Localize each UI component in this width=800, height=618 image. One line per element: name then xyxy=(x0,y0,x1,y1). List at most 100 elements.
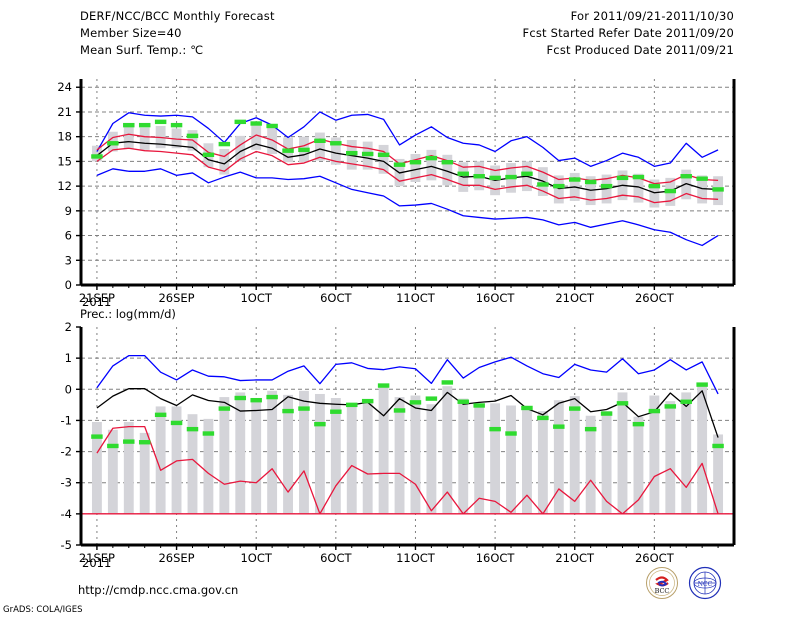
spread-bar xyxy=(346,403,357,514)
observation-marker xyxy=(377,152,390,158)
observation-marker xyxy=(648,408,661,414)
observation-marker xyxy=(616,175,629,181)
ensemble-mean-line xyxy=(96,140,719,194)
spread-bar xyxy=(203,418,214,514)
x-axis-tick-label: 26SEP xyxy=(158,551,194,565)
observation-marker xyxy=(91,154,103,159)
upper-quartile-line xyxy=(96,133,719,185)
spread-bar xyxy=(537,411,548,514)
observation-marker xyxy=(632,421,645,427)
spread-bar xyxy=(601,411,612,514)
spread-bar xyxy=(91,421,102,514)
observation-marker xyxy=(361,151,374,157)
spread-bar xyxy=(410,395,421,514)
observation-marker xyxy=(266,123,278,129)
produced-date-label: Fcst Produced Date 2011/09/21 xyxy=(546,43,734,57)
y-axis-tick-label: -3 xyxy=(61,476,72,490)
spread-bar xyxy=(394,397,405,514)
y-axis-tick-label: 0 xyxy=(65,278,72,292)
observation-marker xyxy=(537,182,549,187)
observation-marker xyxy=(473,174,485,179)
spread-bar xyxy=(330,398,341,514)
variable-label: Mean Surf. Temp.: ℃ xyxy=(80,43,204,57)
refer-date-label: Fcst Started Refer Date 2011/09/20 xyxy=(522,26,734,40)
spread-bar xyxy=(219,149,230,175)
spread-bar xyxy=(91,145,102,162)
y-axis-tick-label: 3 xyxy=(65,253,72,267)
observation-marker xyxy=(553,424,565,429)
x-axis-tick-label: 26OCT xyxy=(635,291,675,305)
spread-bar xyxy=(251,121,262,150)
observation-marker xyxy=(123,439,135,444)
observation-marker xyxy=(568,177,581,182)
observation-marker xyxy=(600,183,613,189)
website-url[interactable]: http://cmdp.ncc.cma.gov.cn xyxy=(78,583,239,597)
observation-marker xyxy=(234,119,247,125)
observation-marker xyxy=(712,443,724,449)
spread-bar xyxy=(649,179,660,208)
ncc-logo: NCC xyxy=(688,566,722,600)
spread-bar xyxy=(633,416,644,514)
spread-bar xyxy=(681,392,692,514)
observation-marker xyxy=(473,403,485,408)
observation-marker xyxy=(489,175,501,181)
spread-bar xyxy=(330,137,341,165)
spread-bar xyxy=(123,126,134,150)
observation-marker xyxy=(298,147,310,153)
spread-bar xyxy=(235,135,246,162)
observation-marker xyxy=(537,415,549,421)
spread-bar xyxy=(251,400,262,514)
spread-bar xyxy=(490,403,501,514)
member-size-label: Member Size=40 xyxy=(80,26,182,40)
observation-marker xyxy=(330,409,342,414)
x-axis-tick-label: 21OCT xyxy=(555,291,595,305)
x-axis-tick-label: 21OCT xyxy=(555,551,595,565)
observation-marker xyxy=(441,160,454,165)
observation-marker xyxy=(91,434,103,439)
observation-marker xyxy=(489,426,501,432)
y-axis-tick-label: 12 xyxy=(57,179,72,193)
spread-bar xyxy=(187,414,198,514)
spread-bar xyxy=(569,396,580,514)
y-axis-tick-label: -2 xyxy=(61,445,72,459)
spread-bar xyxy=(442,386,453,514)
observation-marker xyxy=(505,431,517,436)
spread-bar xyxy=(665,401,676,514)
observation-marker xyxy=(186,133,199,139)
spread-bar xyxy=(474,406,485,514)
spread-bar xyxy=(171,128,182,149)
observation-marker xyxy=(202,431,215,436)
temp-axis-year: 2011 xyxy=(82,295,112,309)
precipitation-panel: -5 -4 -3 -2 -1 0 1 2 21SEP 26SEP 1OCT 6OCT 11OCT 16OC… xyxy=(61,320,736,565)
observation-marker xyxy=(648,183,661,189)
observation-marker xyxy=(138,440,151,445)
observation-marker xyxy=(377,383,390,388)
ensemble-max-line xyxy=(96,111,719,167)
observation-marker xyxy=(314,138,326,143)
observation-marker xyxy=(298,406,310,411)
y-axis-tick-label: -5 xyxy=(61,538,72,552)
spread-bar xyxy=(123,421,134,514)
spread-bar xyxy=(314,132,325,161)
observation-marker xyxy=(425,155,438,161)
observation-marker xyxy=(553,183,565,189)
observation-marker xyxy=(409,400,422,405)
spread-bar xyxy=(235,392,246,514)
x-axis-tick-label: 6OCT xyxy=(320,291,352,305)
observation-marker xyxy=(282,148,294,153)
y-axis-tick-label: 15 xyxy=(57,154,72,168)
ensemble-mean-line xyxy=(96,388,719,438)
observation-marker xyxy=(346,150,358,156)
observation-marker xyxy=(521,171,533,176)
ensemble-max-line xyxy=(96,355,719,395)
spread-bar xyxy=(633,173,644,203)
forecast-title: DERF/NCC/BCC Monthly Forecast xyxy=(80,9,275,23)
observation-marker xyxy=(186,426,199,432)
spread-bar xyxy=(107,429,118,514)
y-axis-tick-label: -4 xyxy=(61,507,72,521)
spread-bar xyxy=(283,394,293,514)
spread-bar xyxy=(617,392,628,514)
observation-marker xyxy=(457,399,469,404)
observation-marker xyxy=(505,174,517,180)
spread-bar xyxy=(442,154,453,186)
